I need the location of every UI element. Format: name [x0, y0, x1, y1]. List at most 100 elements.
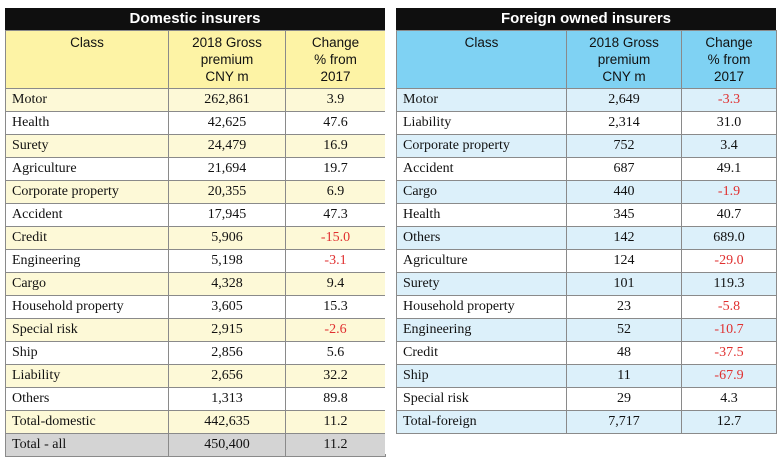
cell-class: Total - all [5, 433, 169, 457]
cell-class: Ship [5, 341, 169, 365]
cell-change: 49.1 [681, 157, 777, 181]
cell-change: 689.0 [681, 226, 777, 250]
domestic-panel-title: Domestic insurers [5, 8, 385, 30]
cell-change: 3.9 [285, 88, 386, 112]
table-row: Special risk 2,915 -2.6 [5, 318, 386, 342]
cell-class: Others [5, 387, 169, 411]
header-line: CNY m [205, 69, 249, 84]
cell-change: 19.7 [285, 157, 386, 181]
cell-premium: 262,861 [168, 88, 286, 112]
foreign-panel-title: Foreign owned insurers [396, 8, 776, 30]
cell-change: -10.7 [681, 318, 777, 342]
domestic-header-change: Change % from 2017 [285, 30, 386, 89]
cell-class: Ship [396, 364, 567, 388]
header-class-label: Class [70, 35, 104, 50]
table-row: Household property 23 -5.8 [396, 295, 777, 319]
cell-premium: 101 [566, 272, 682, 296]
cell-change: 6.9 [285, 180, 386, 204]
cell-change: 47.6 [285, 111, 386, 135]
cell-change: -3.3 [681, 88, 777, 112]
total-all-row: Total - all 450,400 11.2 [5, 433, 386, 457]
cell-class: Cargo [396, 180, 567, 204]
cell-premium: 42,625 [168, 111, 286, 135]
cell-class: Accident [5, 203, 169, 227]
cell-premium: 2,915 [168, 318, 286, 342]
cell-class: Corporate property [396, 134, 567, 158]
cell-class: Cargo [5, 272, 169, 296]
header-line: 2017 [713, 69, 745, 84]
cell-class: Household property [396, 295, 567, 319]
header-class-label: Class [464, 35, 499, 50]
header-line: % from [707, 52, 751, 67]
cell-change: -1.9 [681, 180, 777, 204]
domestic-header-class: Class [5, 30, 169, 89]
table-row: Corporate property 752 3.4 [396, 134, 777, 158]
table-row: Corporate property 20,355 6.9 [5, 180, 386, 204]
cell-class: Health [396, 203, 567, 227]
foreign-header-class: Class [396, 30, 567, 89]
header-line: 2018 Gross [589, 35, 659, 50]
header-line: % from [314, 52, 357, 67]
cell-class: Accident [396, 157, 567, 181]
cell-class: Credit [396, 341, 567, 365]
table-row: Health 345 40.7 [396, 203, 777, 227]
header-line: CNY m [602, 69, 646, 84]
cell-premium: 687 [566, 157, 682, 181]
cell-change: 16.9 [285, 134, 386, 158]
cell-premium: 2,656 [168, 364, 286, 388]
table-row: Credit 5,906 -15.0 [5, 226, 386, 250]
cell-premium: 442,635 [168, 410, 286, 434]
table-row: Ship 2,856 5.6 [5, 341, 386, 365]
cell-premium: 5,198 [168, 249, 286, 273]
cell-class: Engineering [5, 249, 169, 273]
cell-class: Agriculture [396, 249, 567, 273]
table-row: Agriculture 124 -29.0 [396, 249, 777, 273]
cell-premium: 345 [566, 203, 682, 227]
cell-premium: 3,605 [168, 295, 286, 319]
cell-premium: 7,717 [566, 410, 682, 434]
cell-premium: 52 [566, 318, 682, 342]
cell-class: Total-domestic [5, 410, 169, 434]
cell-change: 3.4 [681, 134, 777, 158]
cell-change: 15.3 [285, 295, 386, 319]
table-row: Total-domestic 442,635 11.2 [5, 410, 386, 434]
foreign-insurers-panel: Foreign owned insurers Class 2018 Gross … [396, 8, 777, 434]
table-row: Credit 48 -37.5 [396, 341, 777, 365]
domestic-insurers-panel: Domestic insurers Class 2018 Gross premi… [5, 8, 386, 457]
cell-premium: 24,479 [168, 134, 286, 158]
cell-class: Total-foreign [396, 410, 567, 434]
cell-premium: 21,694 [168, 157, 286, 181]
table-row: Others 1,313 89.8 [5, 387, 386, 411]
header-line: premium [597, 52, 651, 67]
table-row: Total-foreign 7,717 12.7 [396, 410, 777, 434]
cell-change: -2.6 [285, 318, 386, 342]
cell-premium: 48 [566, 341, 682, 365]
cell-premium: 752 [566, 134, 682, 158]
foreign-header-row: Class 2018 Gross premium CNY m Change % … [396, 30, 777, 89]
table-row: Accident 17,945 47.3 [5, 203, 386, 227]
foreign-table: Class 2018 Gross premium CNY m Change % … [396, 30, 777, 434]
cell-premium: 23 [566, 295, 682, 319]
cell-class: Agriculture [5, 157, 169, 181]
table-row: Motor 262,861 3.9 [5, 88, 386, 112]
cell-premium: 4,328 [168, 272, 286, 296]
table-row: Ship 11 -67.9 [396, 364, 777, 388]
cell-premium: 440 [566, 180, 682, 204]
table-row: Surety 101 119.3 [396, 272, 777, 296]
domestic-header-row: Class 2018 Gross premium CNY m Change % … [5, 30, 386, 89]
cell-change: -29.0 [681, 249, 777, 273]
table-row: Motor 2,649 -3.3 [396, 88, 777, 112]
cell-premium: 2,856 [168, 341, 286, 365]
table-row: Cargo 440 -1.9 [396, 180, 777, 204]
cell-class: Liability [5, 364, 169, 388]
cell-class: Corporate property [5, 180, 169, 204]
cell-class: Engineering [396, 318, 567, 342]
cell-class: Surety [5, 134, 169, 158]
cell-change: 4.3 [681, 387, 777, 411]
table-row: Accident 687 49.1 [396, 157, 777, 181]
cell-change: 12.7 [681, 410, 777, 434]
cell-class: Liability [396, 111, 567, 135]
table-row: Engineering 5,198 -3.1 [5, 249, 386, 273]
cell-change: 47.3 [285, 203, 386, 227]
cell-premium: 11 [566, 364, 682, 388]
